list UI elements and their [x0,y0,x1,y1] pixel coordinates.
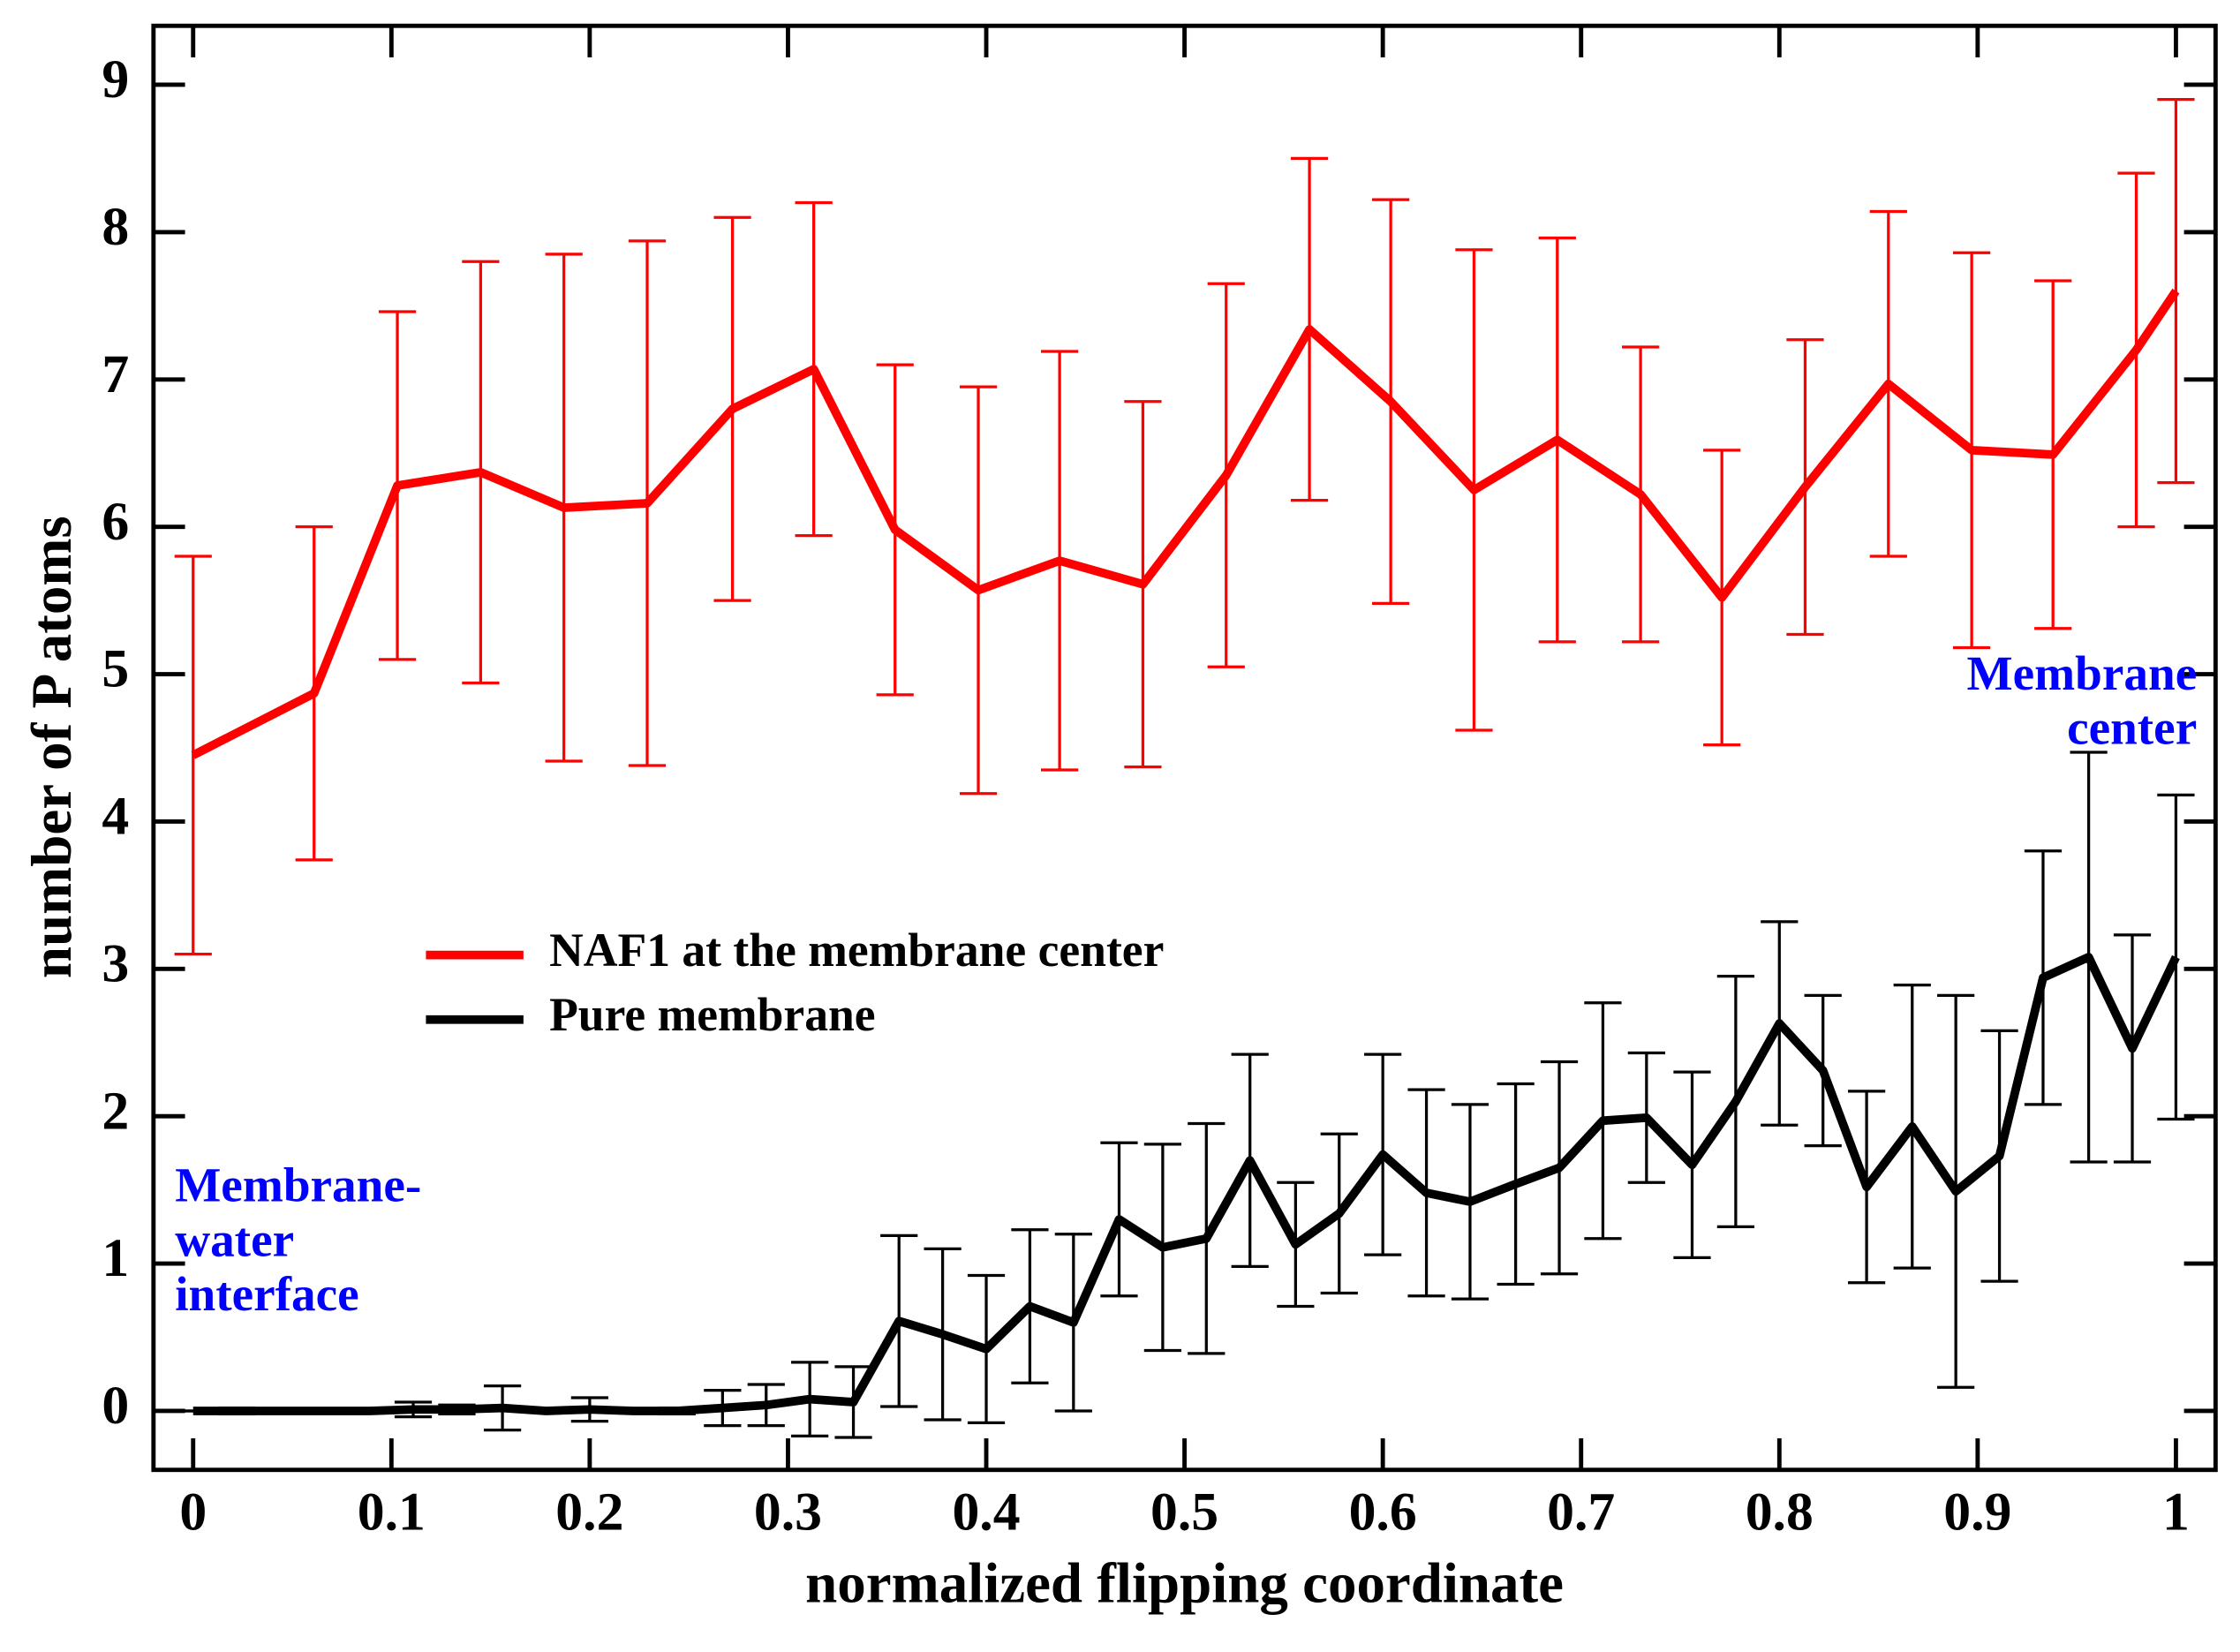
legend-label: Pure membrane [549,988,876,1041]
x-tick-label: 0.4 [952,1482,1020,1542]
x-axis-label: normalized flipping coordinate [805,1551,1564,1615]
annotation: water [175,1212,294,1266]
x-tick-label: 0 [179,1482,207,1542]
y-tick-label: 3 [102,933,129,993]
x-tick-label: 0.2 [555,1482,623,1542]
x-tick-label: 0.8 [1746,1482,1814,1542]
x-tick-label: 0.6 [1349,1482,1417,1542]
y-tick-label: 7 [102,344,129,404]
y-tick-label: 8 [102,197,129,257]
y-tick-label: 4 [102,787,129,847]
y-tick-label: 2 [102,1081,129,1141]
y-tick-label: 0 [102,1376,129,1436]
annotation: Membrane [1967,646,2198,700]
x-tick-label: 0.1 [358,1482,426,1542]
x-tick-label: 1 [2162,1482,2190,1542]
y-tick-label: 5 [102,639,129,699]
annotation: center [2067,701,2197,755]
series-line [191,288,2180,759]
x-tick-label: 0.9 [1943,1482,2011,1542]
annotation: interface [175,1267,358,1321]
x-tick-label: 0.5 [1150,1482,1218,1542]
legend-label: NAF1 at the membrane center [549,924,1164,977]
y-tick-label: 6 [102,492,129,552]
x-tick-label: 0.7 [1547,1482,1615,1542]
y-tick-label: 1 [102,1228,129,1288]
annotation: Membrane- [175,1158,421,1212]
plot-frame [151,23,2218,1473]
x-tick-label: 0.3 [754,1482,822,1542]
y-axis-label: number of P atoms [20,516,84,978]
y-tick-label: 9 [102,49,129,109]
series-line [192,953,2180,1415]
